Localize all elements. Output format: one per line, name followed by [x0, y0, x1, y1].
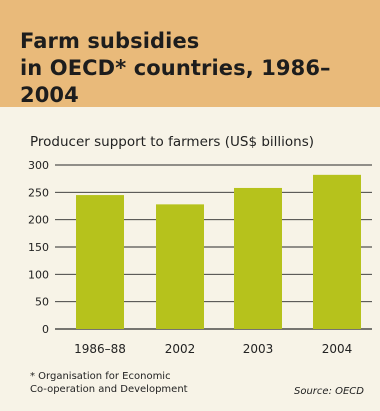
y-axis-ticks: 0 50 100 150 200 250 300: [28, 159, 49, 336]
x-axis-labels: 1986–88 2002 2003 2004: [74, 342, 352, 356]
bar: [156, 204, 204, 329]
y-tick-label: 150: [28, 241, 49, 254]
title-line-2: in OECD* countries, 1986–2004: [20, 56, 331, 107]
x-tick-label: 2004: [322, 342, 353, 356]
x-tick-label: 2003: [243, 342, 274, 356]
bar: [313, 174, 361, 329]
bars: [76, 174, 361, 329]
chart-title: Farm subsidies in OECD* countries, 1986–…: [20, 28, 380, 109]
y-tick-label: 100: [28, 268, 49, 281]
footnote-line-2: Co-operation and Development: [30, 384, 188, 395]
chart-subtitle: Producer support to farmers (US$ billion…: [30, 134, 315, 150]
header-band: Farm subsidies in OECD* countries, 1986–…: [0, 0, 380, 107]
y-tick-label: 0: [42, 323, 49, 336]
y-tick-label: 50: [35, 296, 49, 309]
y-tick-label: 250: [28, 186, 49, 199]
x-tick-label: 1986–88: [74, 342, 126, 356]
bar: [76, 195, 124, 329]
y-tick-label: 200: [28, 214, 49, 227]
bar: [234, 187, 282, 329]
title-line-1: Farm subsidies: [20, 29, 200, 53]
x-tick-label: 2002: [165, 342, 196, 356]
y-tick-label: 300: [28, 159, 49, 172]
source-note: Source: OECD: [294, 386, 364, 397]
footnote-line-1: * Organisation for Economic: [30, 371, 171, 382]
footnote: * Organisation for Economic Co-operation…: [30, 370, 188, 396]
